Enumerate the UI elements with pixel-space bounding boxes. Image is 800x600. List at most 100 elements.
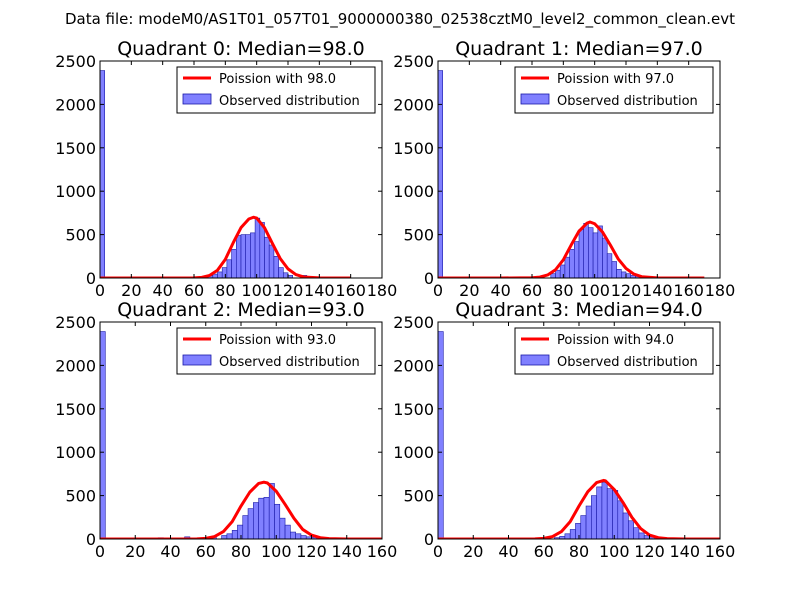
x-tick-label: 20 (459, 281, 479, 300)
histogram-bar (212, 273, 218, 278)
histogram-bar (250, 232, 256, 278)
histogram-bar (221, 267, 228, 278)
poisson-curve (438, 478, 720, 539)
poisson-curve (100, 480, 382, 539)
histogram-bar (591, 495, 597, 539)
legend: Poission with 97.0 Observed distribution (514, 66, 714, 114)
y-tick-label: 1000 (55, 182, 96, 201)
x-tick-label: 140 (642, 281, 673, 300)
axes-frame (437, 60, 721, 279)
histogram-bar (555, 269, 561, 278)
x-tick-label: 80 (553, 281, 573, 300)
histogram-bars (100, 70, 308, 278)
x-tick-label: 40 (498, 542, 518, 561)
histogram-bar (612, 490, 619, 539)
x-tick-label: 120 (296, 542, 327, 561)
histogram-bar (221, 535, 228, 539)
histogram-bar (438, 331, 444, 539)
y-tick-label: 500 (403, 487, 434, 506)
histogram-bar (263, 497, 270, 539)
histogram-bar (268, 483, 275, 539)
histogram-bar (620, 271, 627, 278)
subplot-grid: 0 20 40 60 80 100 120 140 160 1800500100015002000… (55, 38, 735, 561)
y-tick-label: 2500 (55, 313, 96, 332)
y-tick-label: 2000 (393, 356, 434, 375)
x-tick-label: 40 (152, 281, 172, 300)
panel-title: Quadrant 1: Median=97.0 (455, 38, 703, 60)
legend-label: Poission with 97.0 (557, 72, 674, 87)
legend-label: Observed distribution (219, 94, 360, 109)
quadrant-3-panel: 0 20 40 60 80 100 120 140 160 0 500 1000 1500 2000 250… (393, 299, 735, 561)
histogram-bar (279, 517, 286, 539)
x-tick-label: 140 (304, 281, 335, 300)
histogram-bar (300, 535, 307, 539)
histogram-bar (578, 229, 584, 278)
legend: Poission with 98.0 Observed distribution (176, 66, 376, 114)
y-axis: 0 500 1000 1500 2000 2500 (55, 313, 382, 549)
x-tick-label: 60 (196, 542, 216, 561)
histogram-bar (100, 70, 105, 278)
x-tick-label: 20 (121, 281, 141, 300)
x-tick-label: 0 (95, 542, 105, 561)
histogram-bar (602, 237, 608, 278)
x-axis: 0 20 40 60 80 100 120 140 160 (433, 322, 735, 561)
histogram-bar (290, 531, 296, 539)
histogram-bar (295, 533, 302, 539)
histogram-bar (259, 222, 265, 278)
figure-title: Data file: modeM0/AS1T01_057T01_90000003… (65, 10, 735, 29)
y-tick-label: 1000 (55, 443, 96, 462)
histogram-bar (583, 223, 589, 278)
histogram-bar (231, 249, 237, 278)
histogram-bar (226, 259, 232, 278)
histogram-bar (237, 524, 244, 539)
y-tick-label: 0 (424, 269, 434, 288)
legend: Poission with 94.0 Observed distribution (514, 327, 714, 375)
x-tick-label: 160 (367, 542, 398, 561)
x-tick-label: 160 (673, 281, 704, 300)
histogram-bar (264, 236, 270, 278)
legend: Poission with 93.0 Observed distribution (176, 327, 376, 375)
y-axis: 0 500 1000 1500 2000 2500 (393, 52, 720, 288)
x-tick-label: 60 (522, 281, 542, 300)
legend-label: Poission with 94.0 (557, 333, 674, 348)
x-tick-label: 0 (433, 542, 443, 561)
axes-frame (99, 60, 383, 279)
histogram-bar (592, 232, 599, 278)
legend-label: Observed distribution (557, 355, 698, 370)
x-tick-label: 20 (125, 542, 145, 561)
x-tick-label: 100 (579, 281, 610, 300)
y-tick-label: 1500 (55, 400, 96, 419)
legend-bar-swatch (182, 354, 212, 366)
x-tick-label: 180 (705, 281, 736, 300)
x-tick-label: 40 (160, 542, 180, 561)
x-tick-label: 0 (95, 281, 105, 300)
y-axis: 0 500 1000 1500 2000 2500 (55, 52, 382, 288)
y-tick-label: 0 (86, 530, 96, 549)
legend-box (514, 66, 714, 114)
histogram-bar (236, 235, 242, 278)
panel-title: Quadrant 3: Median=94.0 (455, 299, 703, 321)
histogram-bar (569, 529, 576, 539)
y-tick-label: 2500 (55, 52, 96, 71)
y-tick-label: 1500 (393, 139, 434, 158)
y-axis: 0 500 1000 1500 2000 2500 (393, 313, 720, 549)
quadrant-2-panel: 0 20 40 60 80 100 120 140 160 0 500 1000 1500 2000 250… (55, 299, 397, 561)
legend-bar-swatch (520, 354, 550, 366)
x-tick-label: 120 (273, 281, 304, 300)
y-tick-label: 2500 (393, 313, 434, 332)
panel-title: Quadrant 2: Median=93.0 (117, 299, 365, 321)
y-tick-label: 0 (86, 269, 96, 288)
histogram-bar (611, 261, 617, 278)
histogram-bar (633, 527, 640, 539)
histogram-bar (559, 264, 566, 278)
y-tick-label: 500 (403, 226, 434, 245)
histogram-bars (438, 70, 646, 278)
histogram-bar (628, 520, 634, 539)
quadrant-1-panel: 0 20 40 60 80 100 120 140 160 180 0 500 1000 1500 2000… (393, 38, 735, 300)
histogram-bar (573, 241, 580, 278)
histogram-bar (606, 488, 613, 539)
histogram-bar (245, 234, 251, 278)
histogram-bar (282, 272, 289, 278)
x-tick-label: 140 (331, 542, 362, 561)
